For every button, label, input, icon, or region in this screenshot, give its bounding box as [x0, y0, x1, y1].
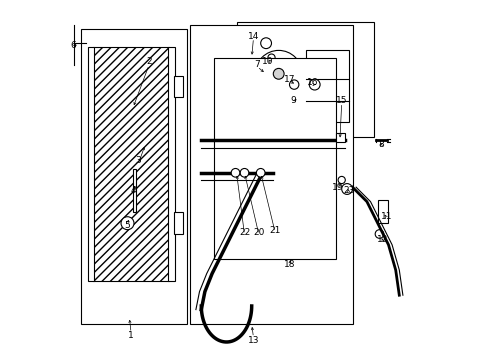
Bar	[377, 200, 387, 223]
Circle shape	[255, 50, 302, 97]
Bar	[168, 47, 174, 281]
Bar	[190, 25, 352, 324]
Bar	[93, 47, 168, 281]
Bar	[305, 50, 348, 122]
Bar	[213, 58, 336, 259]
Text: 6: 6	[70, 41, 76, 50]
Bar	[336, 133, 345, 142]
Text: 9: 9	[290, 96, 295, 105]
Circle shape	[267, 54, 275, 61]
Bar	[237, 22, 373, 137]
Circle shape	[260, 38, 271, 49]
Circle shape	[289, 80, 298, 89]
Text: 11: 11	[380, 212, 392, 220]
Text: 3: 3	[135, 156, 141, 165]
Text: 14: 14	[247, 32, 259, 41]
Text: 20: 20	[253, 228, 264, 237]
Text: 23: 23	[343, 186, 354, 195]
Text: 15: 15	[335, 96, 347, 105]
Circle shape	[121, 217, 134, 230]
Text: 19: 19	[332, 183, 343, 192]
Circle shape	[309, 79, 320, 90]
Text: 2: 2	[146, 57, 152, 66]
Bar	[174, 212, 183, 234]
Text: 10: 10	[262, 57, 273, 66]
Circle shape	[374, 230, 383, 238]
Bar	[133, 169, 136, 212]
Circle shape	[240, 168, 248, 177]
Circle shape	[341, 184, 352, 194]
Text: 8: 8	[378, 140, 384, 149]
Text: 16: 16	[306, 78, 318, 87]
Circle shape	[337, 176, 345, 184]
Circle shape	[256, 168, 264, 177]
Bar	[88, 47, 94, 281]
Text: 12: 12	[377, 235, 388, 244]
Text: 7: 7	[254, 60, 260, 69]
Text: 17: 17	[283, 75, 295, 84]
Text: 1: 1	[128, 331, 134, 340]
Bar	[81, 29, 186, 324]
Circle shape	[273, 68, 284, 79]
Text: 5: 5	[124, 220, 130, 230]
Bar	[174, 76, 183, 97]
Text: 4: 4	[130, 186, 136, 195]
Text: 18: 18	[283, 260, 295, 269]
Text: 13: 13	[247, 336, 259, 345]
Text: 22: 22	[238, 228, 250, 237]
Text: 21: 21	[269, 226, 280, 235]
Circle shape	[265, 61, 291, 86]
Circle shape	[231, 168, 239, 177]
